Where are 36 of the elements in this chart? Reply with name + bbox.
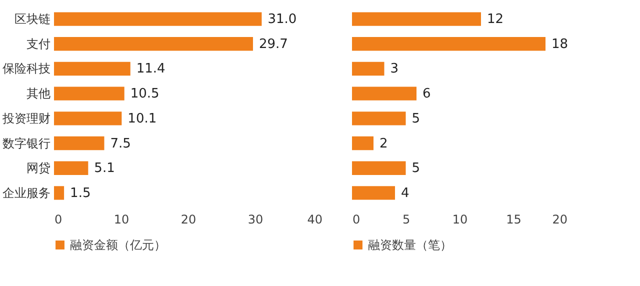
y-tick-label: 保险科技 [2, 62, 50, 76]
data-label: 31.0 [268, 12, 297, 28]
data-label: 11.4 [136, 62, 166, 77]
x-tick-label: 15 [506, 212, 522, 226]
y-tick-label: 区块链 [14, 12, 50, 26]
x-tick-label: 0 [54, 212, 62, 226]
x-tick-label: 5 [402, 212, 410, 226]
y-tick-label: 投资理财 [2, 111, 50, 126]
y-tick-label: 企业服务 [2, 186, 50, 200]
data-label: 5.1 [94, 161, 115, 176]
data-label: 4 [401, 186, 410, 201]
y-tick-label: 支付 [26, 36, 50, 51]
data-label: 12 [487, 12, 504, 28]
data-label: 1.5 [70, 186, 91, 201]
data-label: 18 [552, 36, 568, 52]
x-tick-label: 30 [248, 212, 264, 226]
y-tick-label: 其他 [26, 86, 50, 101]
data-label: 3 [390, 62, 399, 77]
legend-label: 融资金额（亿元） [70, 238, 166, 252]
y-tick-label: 网贷 [26, 161, 50, 176]
data-label: 29.7 [258, 36, 288, 52]
x-tick-label: 10 [114, 212, 130, 226]
x-tick-label: 40 [307, 212, 322, 226]
data-label: 5 [412, 161, 420, 176]
data-label: 5 [412, 111, 420, 126]
data-label: 2 [380, 136, 388, 152]
data-label: 10.1 [128, 111, 157, 126]
x-tick-label: 0 [352, 212, 360, 226]
legend-label: 融资数量（笔） [368, 238, 452, 252]
x-tick-label: 20 [180, 212, 196, 226]
x-tick-label: 10 [452, 212, 468, 226]
y-tick-label: 数字银行 [2, 136, 50, 150]
data-label: 10.5 [130, 86, 160, 102]
data-label: 6 [422, 86, 431, 102]
x-tick-label: 20 [552, 212, 568, 226]
data-label: 7.5 [110, 136, 131, 152]
